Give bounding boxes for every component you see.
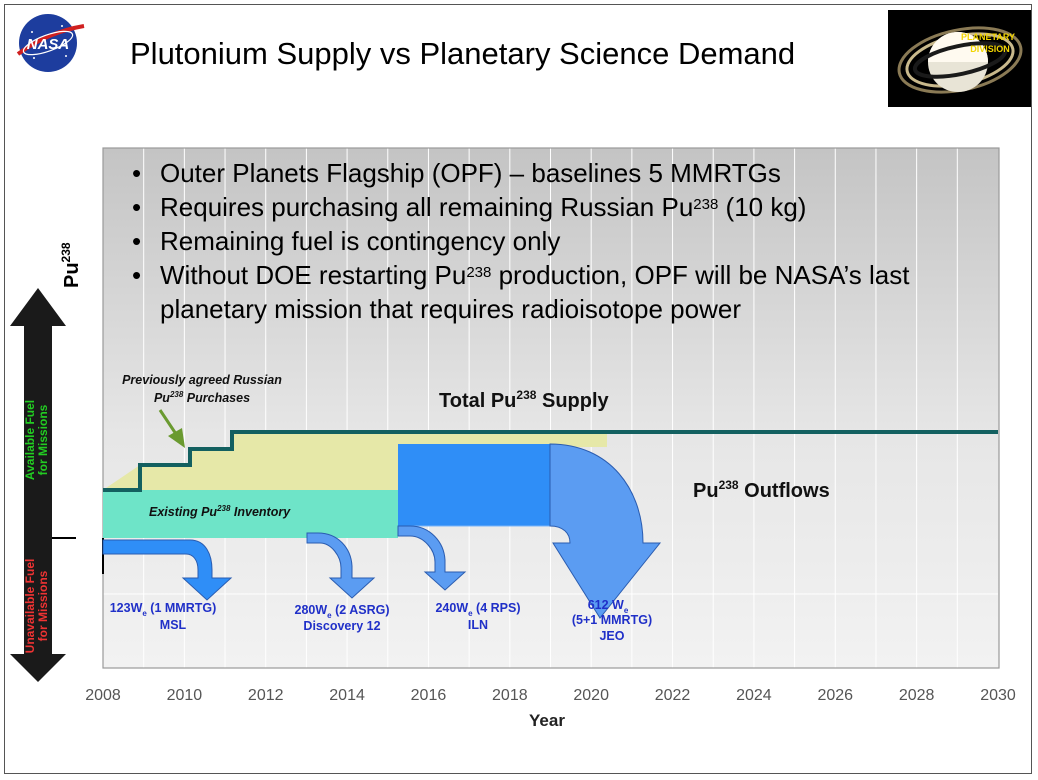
bullet-list: • Outer Planets Flagship (OPF) – baseline…: [128, 156, 1008, 326]
nasa-logo: NASA: [16, 14, 85, 72]
total-supply-line: [103, 430, 998, 492]
discovery-outflow-arrow: [306, 532, 376, 599]
mission-label-jeo: 612 We (5+1 MMRTG) JEO: [572, 598, 652, 643]
bullet-item-2: • Requires purchasing all remaining Russi…: [132, 192, 807, 222]
svg-text:280We (2 ASRG): 280We (2 ASRG): [295, 603, 390, 620]
russian-pointer-head: [168, 428, 185, 448]
planetary-logo-line2: DIVISION: [970, 44, 1010, 54]
msl-outflow-arrow: [102, 539, 233, 601]
planetary-logo-line1: PLANETARY: [961, 32, 1015, 42]
existing-inventory-fill: [103, 490, 398, 538]
x-tick-label: 2024: [736, 687, 772, 704]
slide-frame: [4, 4, 1032, 774]
mission-label-msl: 123We (1 MMRTG) MSL: [110, 601, 217, 632]
bullet-item-3: • Remaining fuel is contingency only: [132, 226, 561, 256]
outflow-block: [398, 444, 550, 526]
x-tick-label: 2018: [492, 687, 528, 704]
svg-text:MSL: MSL: [160, 618, 187, 632]
x-tick-label: 2016: [411, 687, 447, 704]
unavailable-fuel-label: Unavailable Fuelfor Missions: [23, 559, 50, 654]
nasa-logo-text: NASA: [27, 36, 70, 53]
russian-annotation-line1: Previously agreed Russian: [122, 373, 282, 387]
x-tick-label: 2030: [980, 687, 1016, 704]
x-tick-label: 2010: [167, 687, 203, 704]
svg-text:(5+1 MMRTG): (5+1 MMRTG): [572, 613, 652, 627]
outflows-label: Pu238 Outflows: [693, 478, 830, 502]
russian-annotation-line2: Pu238 Purchases: [154, 390, 250, 405]
y-axis-label: Pu238: [59, 242, 83, 288]
svg-text:123We (1 MMRTG): 123We (1 MMRTG): [110, 601, 217, 618]
mission-label-discovery: 280We (2 ASRG) Discovery 12: [295, 603, 390, 633]
x-tick-label: 2026: [817, 687, 853, 704]
bullet-item-4: • Without DOE restarting Pu238 production…: [132, 260, 910, 324]
svg-text:JEO: JEO: [599, 629, 624, 643]
bullet-item-1: • Outer Planets Flagship (OPF) – baseline…: [132, 158, 781, 188]
x-tick-label: 2022: [655, 687, 691, 704]
x-tick-label: 2008: [85, 687, 121, 704]
available-fuel-label: Available Fuelfor Missions: [23, 400, 50, 480]
svg-text:Discovery 12: Discovery 12: [303, 619, 380, 633]
x-tick-label: 2020: [573, 687, 609, 704]
page-title: Plutonium Supply vs Planetary Science De…: [130, 36, 796, 71]
x-axis-label: Year: [529, 711, 565, 730]
plot-border: [102, 147, 1000, 669]
mission-label-iln: 240We (4 RPS) ILN: [435, 601, 520, 632]
fuel-range-arrow: [10, 288, 66, 682]
russian-pointer-line: [158, 409, 178, 435]
x-tick-label: 2012: [248, 687, 284, 704]
jeo-outflow-arrow: [549, 443, 662, 619]
total-supply-label: Total Pu238 Supply: [439, 388, 610, 412]
iln-outflow-arrow: [397, 525, 467, 591]
x-axis-ticks: 2008 2010 2012 2014 2016 2018 2020 2022 2024 2026…: [85, 687, 1016, 704]
x-tick-label: 2014: [329, 687, 365, 704]
x-tick-label: 2028: [899, 687, 935, 704]
svg-text:612 We: 612 We: [588, 598, 629, 615]
planetary-division-logo: PLANETARY DIVISION: [888, 10, 1031, 107]
svg-text:240We (4 RPS): 240We (4 RPS): [435, 601, 520, 618]
svg-text:ILN: ILN: [468, 618, 488, 632]
existing-inventory-label: Existing Pu238 Inventory: [149, 504, 291, 519]
